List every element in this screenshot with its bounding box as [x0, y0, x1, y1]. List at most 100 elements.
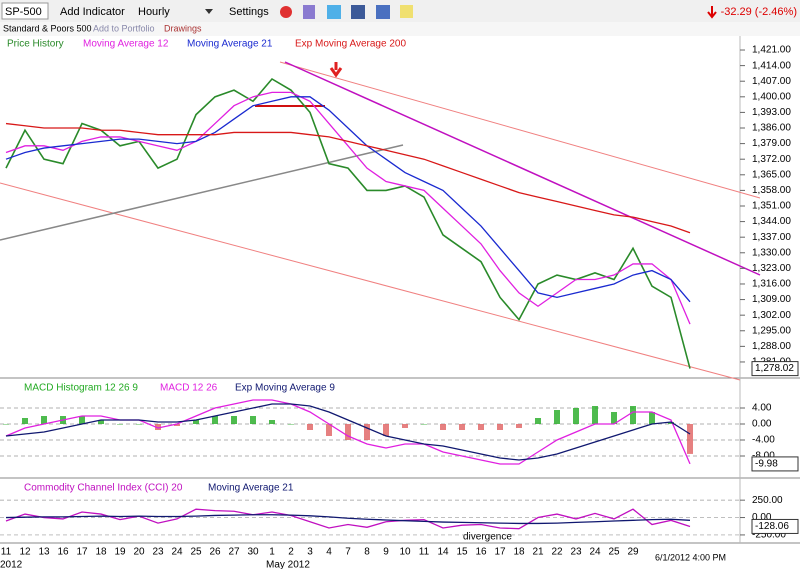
last-value-box	[751, 456, 799, 472]
histogram-bar	[554, 410, 560, 424]
x-period-label: 2012	[0, 560, 23, 569]
histogram-bar	[687, 424, 693, 454]
y-tick-label: 4.00	[752, 403, 772, 414]
x-tick-label: 25	[190, 547, 202, 558]
x-tick-label: 9	[383, 547, 389, 558]
x-tick-label: 16	[57, 547, 69, 558]
twitter-icon[interactable]	[327, 5, 341, 19]
y-tick-label: 1,302.00	[752, 310, 791, 321]
x-tick-label: 17	[76, 547, 88, 558]
facebook-icon[interactable]	[351, 5, 365, 19]
histogram-bar	[516, 424, 522, 428]
x-tick-label: 27	[228, 547, 240, 558]
series-line	[5, 77, 691, 369]
x-tick-label: 13	[38, 547, 50, 558]
histogram-bar	[41, 416, 47, 424]
doc-icon[interactable]	[303, 5, 315, 19]
x-tick-label: 11	[419, 547, 430, 558]
trendline	[0, 182, 741, 381]
legend-entry: Price History	[7, 39, 64, 50]
last-value-box	[751, 518, 799, 534]
histogram-bar	[288, 424, 294, 425]
note-icon[interactable]	[400, 5, 413, 18]
histogram-bar	[611, 412, 617, 424]
series-line	[5, 508, 691, 530]
y-tick-label: -8.00	[752, 451, 775, 462]
y-tick-label: 1,358.00	[752, 185, 791, 196]
x-tick-label: 3	[307, 547, 313, 558]
y-tick-label: 1,316.00	[752, 279, 791, 290]
symbol-box[interactable]	[1, 2, 49, 20]
histogram-bar	[98, 420, 104, 424]
x-tick-label: 11	[1, 547, 12, 558]
symbol-name: Standard & Poors 500	[3, 23, 92, 33]
histogram-bar	[307, 424, 313, 430]
histogram-bar	[79, 416, 85, 424]
histogram-bar	[3, 424, 9, 425]
alarm-icon[interactable]	[280, 6, 292, 18]
x-tick-label: 12	[19, 547, 31, 558]
add-indicator[interactable]: Add Indicator	[60, 6, 125, 18]
y-tick-label: 1,365.00	[752, 169, 791, 180]
x-tick-label: 15	[456, 547, 468, 558]
y-tick-label: 1,344.00	[752, 216, 791, 227]
last-value-box	[751, 361, 799, 377]
y-tick-label: 1,295.00	[752, 325, 791, 336]
add-portfolio[interactable]: Add to Portfolio	[93, 23, 155, 33]
share-icon[interactable]	[376, 5, 390, 19]
histogram-bar	[440, 424, 446, 430]
y-tick-label: -4.00	[752, 435, 775, 446]
x-tick-label: 25	[608, 547, 620, 558]
histogram-bar	[478, 424, 484, 430]
interval[interactable]: Hourly	[138, 6, 170, 18]
series-line	[5, 514, 691, 525]
x-tick-label: 8	[364, 547, 370, 558]
y-tick-label: 1,386.00	[752, 123, 791, 134]
settings[interactable]: Settings	[229, 6, 269, 18]
last-value-label: 1,278.02	[755, 363, 794, 374]
y-tick-label: 1,407.00	[752, 76, 791, 87]
series-line	[5, 122, 691, 234]
histogram-bar	[345, 424, 351, 440]
series-line	[5, 91, 691, 325]
legend-entry: Moving Average 21	[187, 39, 273, 50]
x-tick-label: 30	[247, 547, 259, 558]
x-tick-label: 24	[171, 547, 183, 558]
x-tick-label: 24	[589, 547, 601, 558]
y-tick-label: 1,393.00	[752, 107, 791, 118]
y-tick-label: 250.00	[752, 495, 783, 506]
x-tick-label: 22	[551, 547, 563, 558]
trendline	[0, 144, 404, 241]
histogram-bar	[364, 424, 370, 440]
y-tick-label: 1,414.00	[752, 60, 791, 71]
legend-entry: Commodity Channel Index (CCI) 20	[24, 483, 183, 494]
x-tick-label: 14	[437, 547, 449, 558]
y-tick-label: 0.00	[752, 512, 772, 523]
x-tick-label: 19	[114, 547, 126, 558]
symbol[interactable]: SP-500	[5, 6, 42, 18]
y-tick-label: 1,400.00	[752, 91, 791, 102]
legend-entry: MACD 12 26	[160, 383, 218, 394]
x-tick-label: 17	[494, 547, 506, 558]
x-tick-label: 2	[288, 547, 294, 558]
histogram-bar	[231, 416, 237, 424]
x-tick-label: 23	[152, 547, 164, 558]
histogram-bar	[592, 406, 598, 424]
dropdown-arrow[interactable]	[205, 9, 213, 14]
histogram-bar	[668, 422, 674, 424]
histogram-bar	[136, 424, 142, 425]
histogram-bar	[535, 418, 541, 424]
x-period-label: May 2012	[266, 560, 310, 569]
x-tick-label: 7	[345, 547, 351, 558]
histogram-bar	[117, 424, 123, 425]
y-tick-label: 1,421.00	[752, 45, 791, 56]
x-tick-label: 21	[532, 547, 544, 558]
last-value-label: -128.06	[755, 521, 789, 532]
drawings[interactable]: Drawings	[164, 23, 202, 33]
down-arrow	[707, 6, 717, 19]
histogram-bar	[250, 416, 256, 424]
y-tick-label: 0.00	[752, 419, 772, 430]
histogram-bar	[155, 424, 161, 430]
